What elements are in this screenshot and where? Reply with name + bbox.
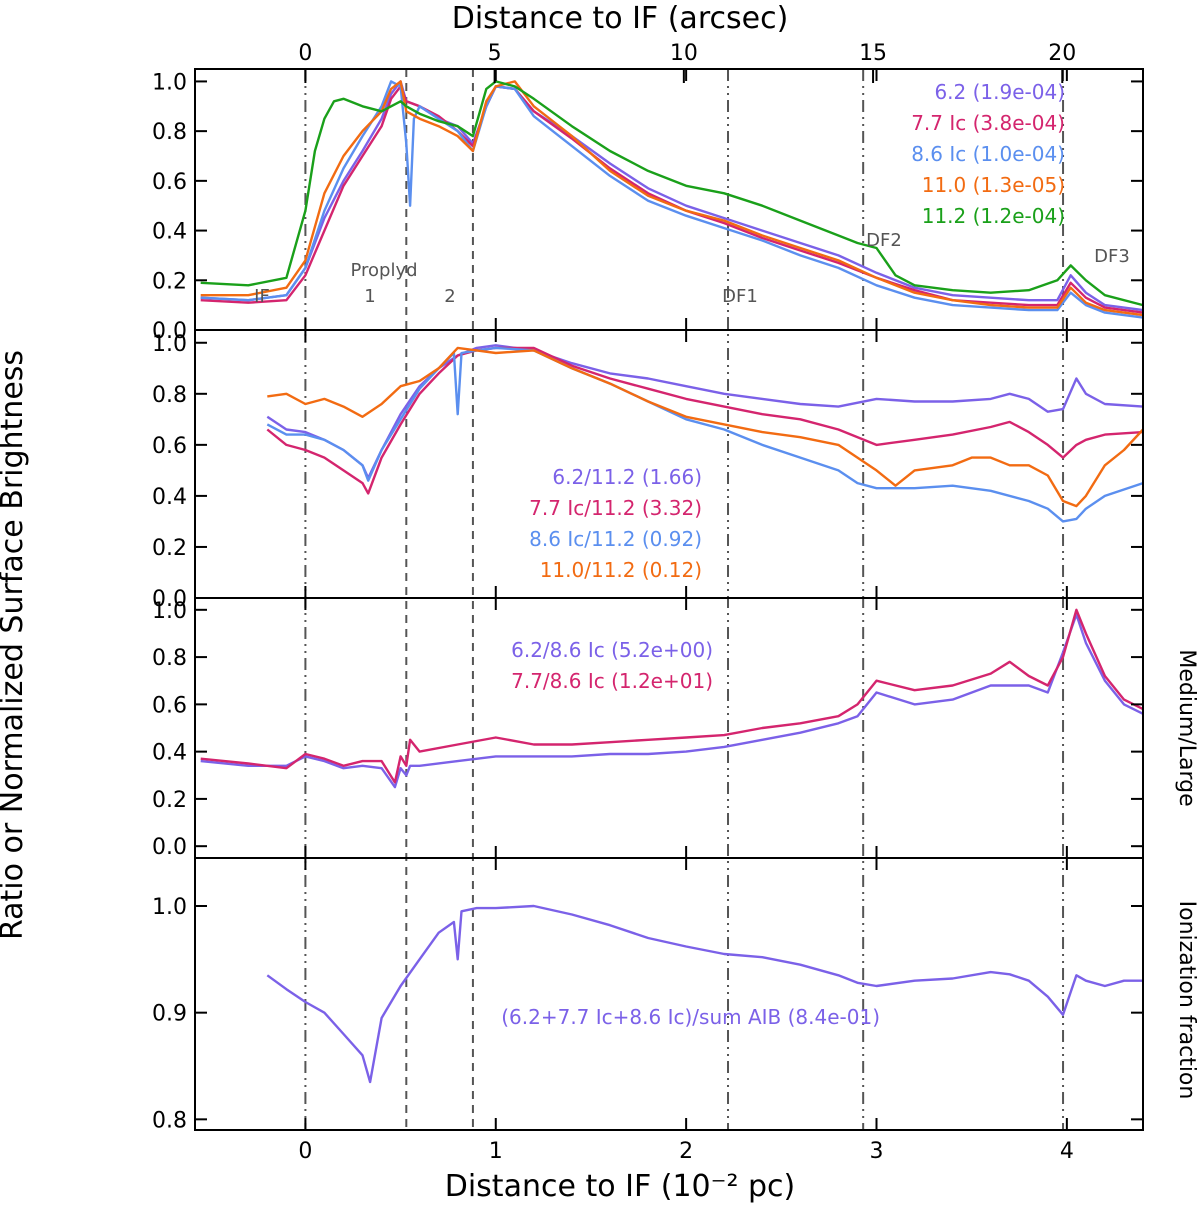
panel-frame-3 (194, 857, 1144, 1131)
y-tick-label-panel1-1: 0.2 (152, 536, 187, 561)
region-label-proplyd: Proplyd (350, 260, 417, 281)
y-tick-label-panel2-1: 0.2 (152, 788, 187, 813)
y-tick-label-panel3-0: 0.8 (152, 1108, 187, 1133)
top-axis-title: Distance to IF (arcsec) (452, 1, 789, 36)
series-line-panel3-0 (266, 904, 1143, 1084)
legend-p2-6-2: 6.2/11.2 (1.66) (552, 465, 702, 489)
series-line-panel2-1 (200, 608, 1144, 784)
series-line-panel0-1 (200, 85, 1144, 314)
panel-frame-2 (194, 597, 1144, 859)
legend-p2-11-0: 11.0/11.2 (0.12) (540, 558, 702, 582)
y-tick-label-panel1-3: 0.6 (152, 434, 187, 459)
y-tick-label-panel2-5: 1.0 (152, 599, 187, 624)
region-label-df2: DF2 (866, 230, 902, 251)
legend-p1-8-6: 8.6 Ic (1.0e-04) (911, 142, 1065, 166)
x-tick-label-top-1: 5 (488, 41, 502, 66)
y-tick-label-panel1-2: 0.4 (152, 485, 187, 510)
series-line-panel0-4 (200, 80, 1144, 307)
ionization-fraction-side-label: Ionization fraction (1174, 901, 1199, 1100)
region-label-df3: DF3 (1094, 246, 1130, 267)
legend-p4-ionization: (6.2+7.7 Ic+8.6 Ic)/sum AIB (8.4e-01) (501, 1005, 880, 1029)
series-line-panel1-3 (267, 346, 1144, 508)
x-tick-label-top-2: 10 (670, 41, 698, 66)
y-tick-label-panel1-5: 1.0 (152, 332, 187, 357)
region-label-if: IF (254, 286, 270, 307)
y-tick-label-panel3-2: 1.0 (152, 895, 187, 920)
y-tick-label-panel2-0: 0.0 (152, 835, 187, 860)
series-line-panel1-2 (266, 346, 1144, 523)
x-tick-label-top-4: 20 (1048, 41, 1076, 66)
y-axis-title: Ratio or Normalized Surface Brightness (0, 350, 30, 940)
y-tick-label-panel0-4: 0.8 (152, 120, 187, 145)
x-tick-label-top-3: 15 (859, 41, 887, 66)
region-label-proplyd-2: 2 (444, 286, 455, 307)
legend-p2-8-6: 8.6 Ic/11.2 (0.92) (529, 527, 702, 551)
series-line-panel2-0 (200, 613, 1144, 789)
x-tick-label-top-0: 0 (298, 41, 312, 66)
series-line-panel1-1 (266, 346, 1144, 495)
legend-p1-11-0: 11.0 (1.3e-05) (922, 173, 1065, 197)
legend-p1-7-7: 7.7 Ic (3.8e-04) (911, 111, 1065, 135)
legend-p1-6-2: 6.2 (1.9e-04) (934, 80, 1065, 104)
y-tick-label-panel2-3: 0.6 (152, 693, 187, 718)
y-tick-label-panel2-4: 0.8 (152, 646, 187, 671)
y-tick-label-panel0-5: 1.0 (152, 70, 187, 95)
y-tick-label-panel0-1: 0.2 (152, 269, 187, 294)
axis-ticks: 0.00.20.40.60.81.00.00.20.40.60.81.00.00… (152, 41, 1143, 1164)
series-line-panel1-0 (266, 344, 1144, 480)
region-label-df1: DF1 (722, 286, 758, 307)
y-tick-label-panel0-2: 0.4 (152, 220, 187, 245)
x-tick-label-bottom-2: 2 (679, 1139, 693, 1164)
x-tick-label-bottom-4: 4 (1060, 1139, 1074, 1164)
legend-p2-7-7: 7.7 Ic/11.2 (3.32) (529, 496, 702, 520)
legend-p3-7-7: 7.7/8.6 Ic (1.2e+01) (511, 669, 713, 693)
y-tick-label-panel3-1: 0.9 (152, 1002, 187, 1027)
bottom-axis-title: Distance to IF (10⁻² pc) (445, 1169, 796, 1204)
y-tick-label-panel1-4: 0.8 (152, 383, 187, 408)
region-boundary-lines (304, 69, 1065, 1130)
y-tick-label-panel0-3: 0.6 (152, 170, 187, 195)
x-tick-label-bottom-3: 3 (869, 1139, 883, 1164)
x-tick-label-bottom-0: 0 (298, 1139, 312, 1164)
y-tick-label-panel2-2: 0.4 (152, 741, 187, 766)
y-tick-label-panel1-0: 0.0 (152, 587, 187, 612)
y-tick-label-panel0-0: 0.0 (152, 319, 187, 344)
legend-p1-11-2: 11.2 (1.2e-04) (922, 204, 1065, 228)
region-label-proplyd-1: 1 (364, 286, 375, 307)
panel-frames (194, 68, 1144, 1131)
legend-p3-6-2: 6.2/8.6 Ic (5.2e+00) (511, 638, 713, 662)
x-tick-label-bottom-1: 1 (489, 1139, 503, 1164)
data-series (200, 80, 1144, 1084)
series-line-panel0-3 (200, 80, 1144, 317)
medium-large-side-label: Medium/Large (1174, 649, 1199, 806)
